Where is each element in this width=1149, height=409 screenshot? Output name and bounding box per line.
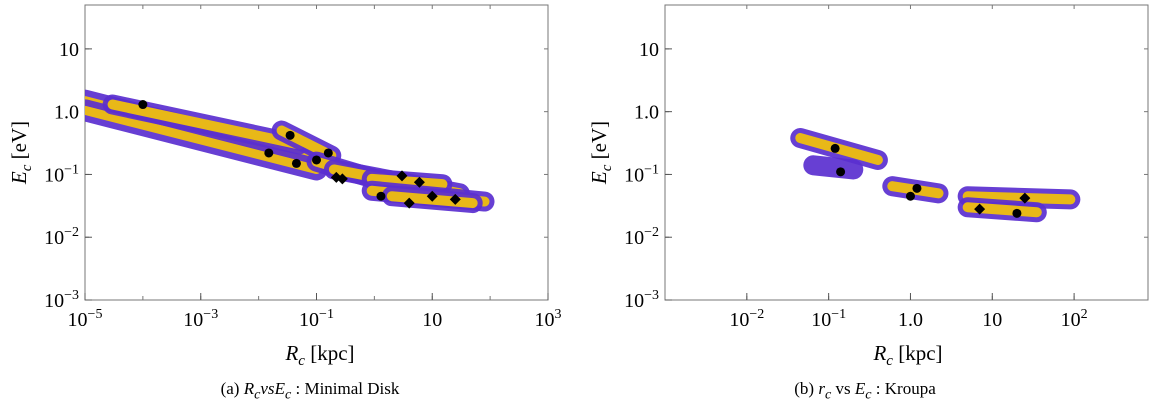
- y-tick-label: 10−2: [624, 225, 659, 249]
- data-point-diamond: [403, 197, 415, 209]
- plot-area: [790, 128, 1081, 223]
- band-inner: [85, 105, 321, 174]
- chart-kroupa: 10−2 10−1 1.0 10 102 10−3 10−2 10−1 1.0 10 Rc [kpc…: [587, 4, 1149, 369]
- caption-var: R: [243, 379, 255, 398]
- data-point-circle: [285, 130, 295, 140]
- x-tick-label: 1.0: [898, 309, 923, 331]
- caption-sub: c: [254, 386, 261, 403]
- caption-prefix: (b): [794, 379, 819, 398]
- data-point-diamond: [1019, 192, 1031, 204]
- x-tick-label: 103: [535, 307, 562, 331]
- x-tick-label: 10: [422, 309, 442, 331]
- x-axis-label: Rc [kpc]: [872, 341, 942, 369]
- caption-sub2: c: [284, 386, 292, 403]
- x-tick-label: 10−2: [729, 307, 764, 331]
- caption-var2: E: [274, 379, 285, 398]
- y-tick-label: 10: [639, 39, 659, 61]
- y-tick-label: 10−3: [624, 288, 659, 312]
- data-point-circle: [138, 100, 148, 110]
- x-tick-label: 10: [982, 309, 1002, 331]
- y-tick-label: 1.0: [634, 102, 659, 124]
- plot-area: [85, 89, 495, 214]
- x-tick-label: 102: [1061, 307, 1088, 331]
- y-tick-label: 10−1: [44, 162, 79, 186]
- y-tick-label: 10−3: [44, 288, 79, 312]
- band-inner: [366, 173, 448, 190]
- data-point-diamond: [449, 193, 461, 205]
- caption-var2: E: [854, 379, 866, 398]
- x-tick-label: 10−1: [811, 307, 846, 331]
- x-tick-label: 10−5: [68, 307, 103, 331]
- data-point-diamond: [336, 173, 348, 185]
- data-point-circle: [291, 158, 301, 168]
- data-point-circle: [836, 167, 846, 177]
- data-point-circle: [264, 148, 274, 158]
- band-inner: [962, 191, 1076, 205]
- caption-prefix: (a): [220, 379, 244, 398]
- y-tick-label: 10−1: [624, 162, 659, 186]
- data-point-circle: [312, 155, 321, 165]
- data-point-diamond: [413, 176, 425, 188]
- plot-frame: [664, 4, 1149, 301]
- data-point-diamond: [396, 170, 408, 182]
- y-tick-label: 10: [59, 39, 79, 61]
- band-inner: [107, 99, 305, 150]
- y-tick-label: 10−2: [44, 225, 79, 249]
- y-axis-label: Ec [eV]: [587, 121, 615, 185]
- data-point-diamond: [974, 203, 986, 215]
- caption-sub: c: [824, 386, 832, 403]
- caption-var: r: [818, 379, 825, 398]
- caption-kroupa: (b) rc vs Ec : Kroupa: [600, 379, 1130, 403]
- data-point-circle: [376, 191, 386, 201]
- caption-rest: : Kroupa: [871, 379, 936, 398]
- caption-sub2: c: [865, 386, 872, 403]
- x-tick-label: 10−3: [183, 307, 218, 331]
- x-tick-label: 10−1: [299, 307, 334, 331]
- x-axis-label: Rc [kpc]: [284, 341, 354, 369]
- y-tick-label: 1.0: [54, 102, 79, 124]
- data-point-circle: [323, 148, 333, 158]
- data-point-circle: [905, 191, 915, 201]
- caption-minimal-disk: (a) RcvsEc : Minimal Disk: [60, 379, 560, 403]
- data-point-circle: [1012, 208, 1022, 218]
- caption-vs: vs: [260, 379, 275, 398]
- caption-rest: : Minimal Disk: [291, 379, 400, 398]
- data-point-circle: [912, 183, 922, 193]
- band-outer: [803, 155, 864, 180]
- y-axis-label: Ec [eV]: [7, 121, 35, 185]
- data-point-diamond: [426, 190, 438, 202]
- caption-vs: vs: [831, 379, 855, 398]
- data-point-circle: [830, 143, 840, 153]
